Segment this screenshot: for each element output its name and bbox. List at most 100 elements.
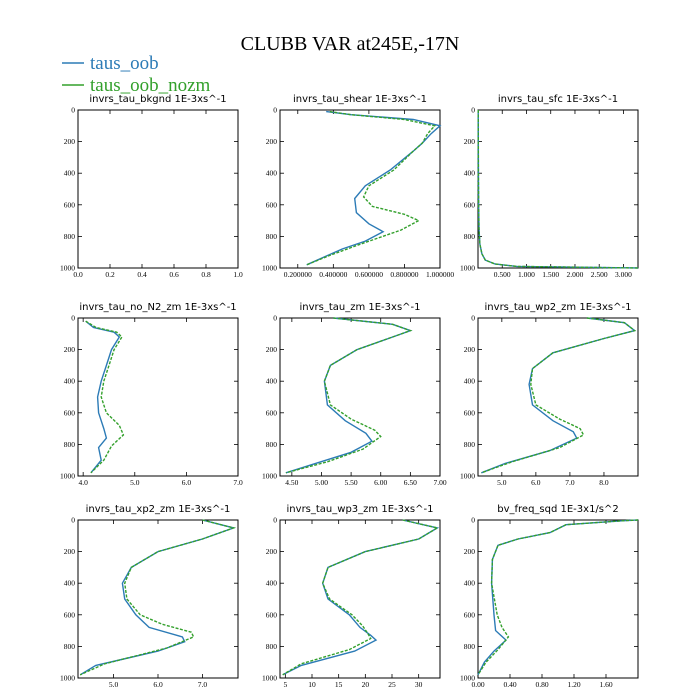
y-tick-label: 0	[71, 106, 75, 115]
y-tick-label: 600	[464, 200, 476, 209]
series-line-taus-oob-nozm	[282, 519, 440, 676]
chart-panels: invrs_tau_bkgnd 1E-3xs^-1020040060080010…	[60, 94, 639, 689]
x-tick-label: 0.80	[535, 680, 548, 689]
x-tick-label: 2.500	[591, 270, 608, 279]
chart-panel: invrs_tau_zm 1E-3xs^-1 0 200 400 600 800 1000 4…	[262, 302, 447, 487]
chart-title: invrs_tau_no_N2_zm 1E-3xs^-1	[79, 302, 236, 313]
x-tick-label: 7.0	[198, 680, 208, 689]
series-line-taus-oob	[85, 320, 121, 474]
y-tick-label: 400	[464, 169, 476, 178]
x-tick-label: 8.0	[599, 478, 609, 487]
legend-label-taus-oob: taus_oob	[90, 53, 159, 74]
y-tick-label: 600	[64, 610, 76, 619]
y-tick-label: 600	[266, 610, 278, 619]
x-tick-label: 3.000	[615, 270, 632, 279]
plot-frame	[279, 109, 441, 269]
plot-frame	[477, 317, 639, 477]
plot-frame	[477, 519, 639, 679]
y-tick-label: 1000	[460, 674, 475, 683]
y-tick-label: 400	[64, 377, 76, 386]
figure-title: CLUBB VAR at245E,-17N	[241, 33, 460, 55]
chart-panel: invrs_tau_bkgnd 1E-3xs^-1 0 200 400 600 800 10…	[60, 94, 243, 279]
series-line-taus-oob-nozm	[85, 320, 125, 474]
x-tick-label: 5	[283, 680, 287, 689]
y-tick-label: 400	[64, 579, 76, 588]
x-tick-label: 5.50	[345, 478, 358, 487]
series-line-taus-oob	[285, 317, 413, 474]
y-tick-label: 200	[64, 547, 76, 556]
chart-title: invrs_tau_zm 1E-3xs^-1	[299, 302, 420, 313]
plot-frame	[279, 317, 441, 477]
x-tick-label: 0.0	[73, 270, 83, 279]
x-tick-label: 1.60	[599, 680, 612, 689]
x-tick-label: 0.6	[169, 270, 179, 279]
x-tick-label: 2.000	[567, 270, 584, 279]
y-tick-label: 400	[266, 579, 278, 588]
y-tick-label: 0	[471, 516, 475, 525]
y-tick-label: 1000	[60, 472, 75, 481]
x-tick-label: 30	[415, 680, 423, 689]
series-line-taus-oob-nozm	[306, 110, 437, 266]
y-tick-label: 200	[464, 345, 476, 354]
y-tick-label: 0	[273, 314, 277, 323]
series-line-taus-oob	[306, 110, 442, 266]
y-tick-label: 0	[273, 106, 277, 115]
legend: taus_oob taus_oob_nozm	[62, 53, 211, 96]
y-tick-label: 200	[266, 345, 278, 354]
x-tick-label: 6.50	[404, 478, 417, 487]
x-tick-label: 0.40	[503, 680, 516, 689]
plot-frame	[77, 519, 239, 679]
series-line-taus-oob-nozm	[477, 109, 639, 269]
plot-frame	[77, 317, 239, 477]
series-line-taus-oob	[282, 519, 440, 676]
x-tick-label: 1.000000	[426, 270, 454, 279]
x-tick-label: 5.0	[109, 680, 119, 689]
x-tick-label: 0.00	[471, 680, 484, 689]
x-tick-label: 0.4	[137, 270, 147, 279]
x-tick-label: 0.2	[105, 270, 115, 279]
chart-panel: invrs_tau_xp2_zm 1E-3xs^-1 0 200 400 600 800 1…	[60, 504, 239, 689]
y-tick-label: 400	[464, 377, 476, 386]
x-tick-label: 25	[388, 680, 396, 689]
series-line-taus-oob-nozm	[285, 317, 413, 474]
x-tick-label: 0.8	[201, 270, 211, 279]
y-tick-label: 1000	[460, 472, 475, 481]
x-tick-label: 1.20	[567, 680, 580, 689]
y-tick-label: 600	[464, 610, 476, 619]
y-tick-label: 400	[266, 169, 278, 178]
x-tick-label: 7.0	[233, 478, 243, 487]
chart-panel: invrs_tau_shear 1E-3xs^-1 0 200 400 600 800 10…	[262, 94, 454, 279]
y-tick-label: 800	[64, 232, 76, 241]
series-line-taus-oob-nozm	[481, 317, 637, 474]
x-tick-label: 6.0	[153, 680, 163, 689]
y-tick-label: 800	[464, 440, 476, 449]
y-tick-label: 800	[464, 232, 476, 241]
y-tick-label: 600	[464, 408, 476, 417]
y-tick-label: 200	[64, 345, 76, 354]
x-tick-label: 1.0	[233, 270, 243, 279]
y-tick-label: 400	[64, 169, 76, 178]
chart-title: invrs_tau_xp2_zm 1E-3xs^-1	[86, 504, 231, 515]
x-tick-label: 5.0	[130, 478, 140, 487]
x-tick-label: 5.0	[497, 478, 507, 487]
x-tick-label: 6.0	[182, 478, 192, 487]
chart-title: invrs_tau_wp3_zm 1E-3xs^-1	[287, 504, 434, 515]
y-tick-label: 200	[266, 137, 278, 146]
x-tick-label: 6.00	[374, 478, 387, 487]
y-tick-label: 1000	[262, 674, 277, 683]
y-tick-label: 0	[471, 106, 475, 115]
y-tick-label: 1000	[262, 264, 277, 273]
x-tick-label: 15	[335, 680, 343, 689]
y-tick-label: 800	[64, 440, 76, 449]
y-tick-label: 1000	[460, 264, 475, 273]
y-tick-label: 800	[266, 642, 278, 651]
series-line-taus-oob	[481, 317, 637, 474]
y-tick-label: 800	[266, 232, 278, 241]
plot-frame	[279, 519, 441, 679]
y-tick-label: 1000	[60, 264, 75, 273]
plot-frame	[477, 109, 639, 269]
series-line-taus-oob-nozm	[477, 519, 639, 676]
y-tick-label: 1000	[262, 472, 277, 481]
series-line-taus-oob	[477, 109, 639, 269]
